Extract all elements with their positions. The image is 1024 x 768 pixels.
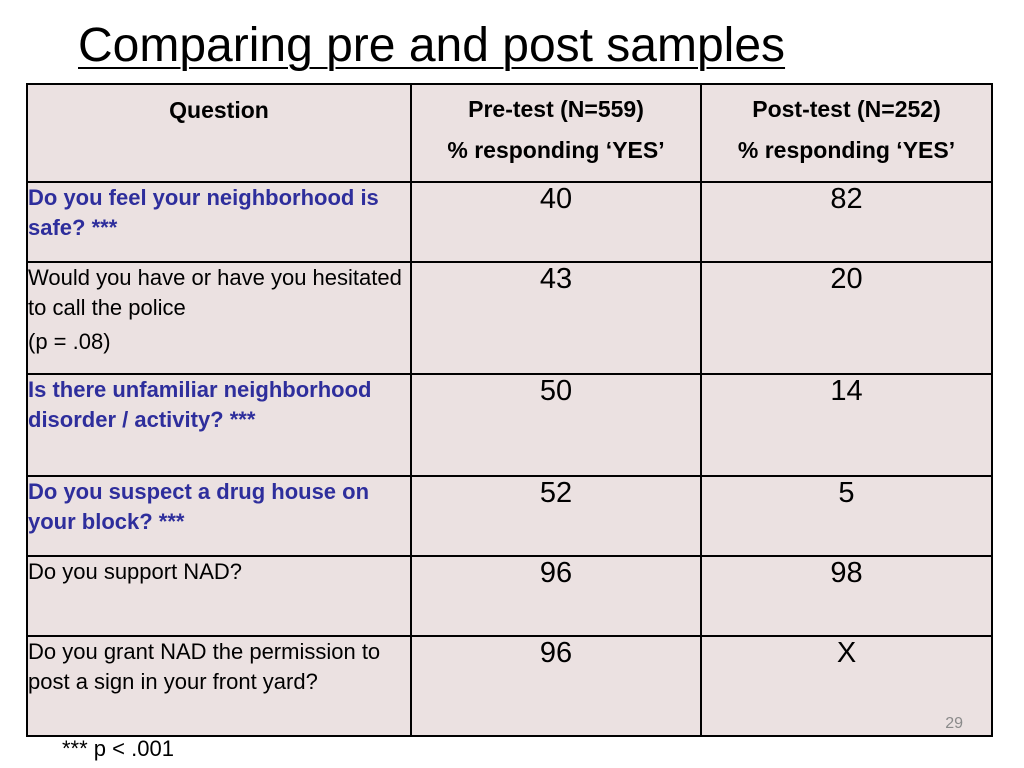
question-text: Do you feel your neighborhood is safe? *…	[28, 185, 379, 240]
header-posttest-subtitle: % responding ‘YES’	[737, 137, 956, 163]
comparison-table: Question Pre-test (N=559) % responding ‘…	[26, 83, 993, 737]
pretest-value: 43	[410, 261, 702, 375]
pretest-value: 96	[410, 635, 702, 737]
question-text: Do you support NAD?	[28, 559, 242, 584]
question-cell: Do you feel your neighborhood is safe? *…	[26, 181, 412, 263]
header-question: Question	[26, 83, 412, 183]
header-posttest-title: Post-test (N=252)	[752, 96, 941, 122]
table-row: Do you feel your neighborhood is safe? *…	[26, 181, 993, 263]
question-cell: Would you have or have you hesitated to …	[26, 261, 412, 375]
pretest-value: 96	[410, 555, 702, 637]
question-cell: Is there unfamiliar neighborhood disorde…	[26, 373, 412, 477]
header-pretest-title: Pre-test (N=559)	[468, 96, 644, 122]
page-number: 29	[945, 715, 963, 732]
question-cell: Do you grant NAD the permission to post …	[26, 635, 412, 737]
significance-footnote: *** p < .001	[62, 736, 174, 761]
posttest-value-cell: X 29	[700, 635, 993, 737]
posttest-value: 98	[700, 555, 993, 637]
question-text: Do you grant NAD the permission to post …	[28, 639, 381, 694]
pretest-value: 50	[410, 373, 702, 477]
question-cell: Do you suspect a drug house on your bloc…	[26, 475, 412, 557]
table-row: Is there unfamiliar neighborhood disorde…	[26, 373, 993, 477]
slide-title: Comparing pre and post samples	[78, 19, 786, 72]
header-pretest: Pre-test (N=559) % responding ‘YES’	[410, 83, 702, 183]
table-row: Would you have or have you hesitated to …	[26, 261, 993, 375]
question-cell: Do you support NAD?	[26, 555, 412, 637]
posttest-value: 20	[700, 261, 993, 375]
question-text: Is there unfamiliar neighborhood disorde…	[28, 377, 372, 432]
posttest-value: X	[836, 637, 857, 669]
table-row: Do you grant NAD the permission to post …	[26, 635, 993, 737]
question-text: Do you suspect a drug house on your bloc…	[28, 479, 370, 534]
table-header-row: Question Pre-test (N=559) % responding ‘…	[26, 83, 993, 183]
posttest-value: 5	[700, 475, 993, 557]
header-posttest: Post-test (N=252) % responding ‘YES’	[700, 83, 993, 183]
question-note: (p = .08)	[28, 329, 111, 354]
pretest-value: 52	[410, 475, 702, 557]
table-row: Do you suspect a drug house on your bloc…	[26, 475, 993, 557]
pretest-value: 40	[410, 181, 702, 263]
header-pretest-subtitle: % responding ‘YES’	[447, 137, 665, 163]
table-row: Do you support NAD? 96 98	[26, 555, 993, 637]
header-question-label: Question	[169, 97, 269, 123]
posttest-value: 14	[700, 373, 993, 477]
question-text: Would you have or have you hesitated to …	[28, 265, 402, 320]
posttest-value: 82	[700, 181, 993, 263]
